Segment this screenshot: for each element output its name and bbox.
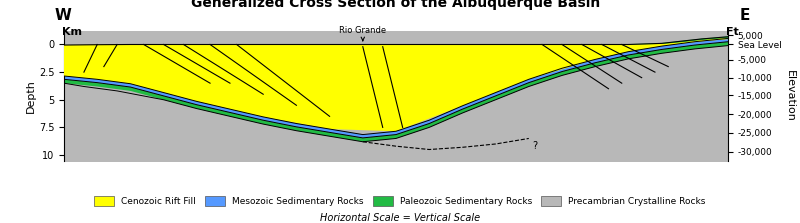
Polygon shape [629, 36, 728, 44]
Polygon shape [64, 37, 728, 131]
Text: Ft: Ft [726, 27, 739, 37]
Legend: Cenozoic Rift Fill, Mesozoic Sedimentary Rocks, Paleozoic Sedimentary Rocks, Pre: Cenozoic Rift Fill, Mesozoic Sedimentary… [90, 193, 710, 210]
Text: W: W [54, 8, 71, 23]
Y-axis label: Depth: Depth [26, 79, 36, 113]
Polygon shape [629, 33, 728, 44]
Text: Rio Grande: Rio Grande [339, 26, 386, 41]
Polygon shape [629, 38, 728, 46]
Text: Horizontal Scale = Vertical Scale: Horizontal Scale = Vertical Scale [320, 213, 480, 223]
Text: ?: ? [532, 141, 538, 151]
Text: E: E [740, 8, 750, 23]
Y-axis label: Elevation: Elevation [784, 70, 794, 122]
Text: Km: Km [62, 27, 82, 37]
Polygon shape [64, 42, 728, 142]
Polygon shape [64, 45, 728, 161]
Polygon shape [64, 38, 728, 138]
Title: Generalized Cross Section of the Albuquerque Basin: Generalized Cross Section of the Albuque… [191, 0, 601, 10]
